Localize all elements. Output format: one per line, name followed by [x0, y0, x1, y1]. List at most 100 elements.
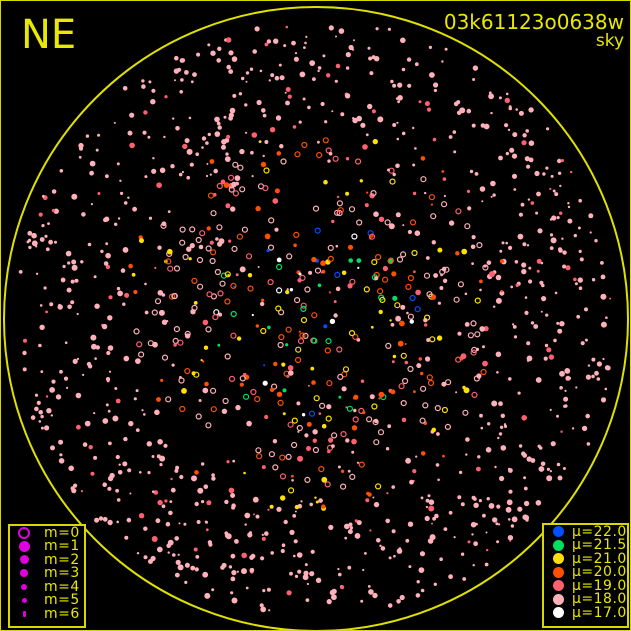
star-marker — [479, 288, 482, 292]
star-marker — [562, 467, 566, 470]
star-marker — [283, 44, 287, 48]
star-marker — [264, 531, 269, 536]
star-marker — [262, 589, 266, 593]
star-marker — [562, 250, 567, 255]
star-marker — [353, 39, 355, 42]
star-marker — [205, 174, 209, 178]
star-marker — [31, 232, 37, 239]
star-marker — [564, 389, 567, 392]
star-marker — [171, 363, 175, 367]
star-marker — [269, 387, 275, 392]
star-marker — [564, 368, 571, 374]
star-marker — [391, 485, 396, 489]
star-marker — [123, 436, 128, 442]
star-marker — [291, 479, 294, 482]
star-marker — [336, 195, 340, 199]
star-marker — [287, 365, 294, 371]
star-marker — [206, 162, 209, 165]
star-marker — [488, 91, 492, 95]
star-marker — [406, 311, 409, 315]
star-marker — [201, 462, 205, 466]
star-marker — [143, 110, 148, 115]
star-marker — [586, 442, 591, 446]
star-marker — [264, 414, 269, 420]
star-marker — [39, 237, 45, 242]
star-marker — [205, 520, 208, 524]
star-marker — [55, 394, 62, 400]
star-marker — [480, 368, 487, 376]
star-marker — [390, 322, 395, 327]
star-marker — [578, 198, 582, 203]
star-marker — [167, 265, 174, 272]
star-marker — [387, 424, 392, 429]
star-marker — [157, 439, 163, 445]
star-marker — [163, 135, 166, 139]
star-marker — [331, 444, 335, 448]
star-marker — [325, 338, 332, 345]
star-marker — [387, 603, 393, 608]
star-marker — [51, 379, 56, 384]
star-marker — [348, 258, 354, 263]
star-marker — [345, 52, 351, 58]
star-marker — [573, 277, 577, 282]
star-marker — [600, 274, 606, 280]
star-marker — [141, 79, 145, 83]
star-marker — [239, 382, 244, 387]
star-marker — [337, 465, 341, 469]
star-marker — [124, 535, 129, 540]
star-marker — [147, 135, 151, 139]
star-marker — [415, 289, 421, 296]
color-swatch-icon — [550, 607, 566, 619]
star-marker — [372, 496, 375, 499]
star-marker — [280, 158, 287, 165]
star-marker — [472, 564, 475, 567]
star-marker — [367, 492, 372, 497]
star-marker — [274, 188, 280, 194]
star-marker — [367, 46, 371, 50]
star-marker — [173, 265, 181, 272]
star-marker — [108, 295, 113, 300]
star-marker — [543, 356, 548, 361]
star-marker — [351, 48, 355, 51]
star-marker — [559, 370, 565, 377]
star-marker — [65, 250, 72, 257]
star-marker — [312, 429, 318, 435]
star-marker — [480, 426, 484, 430]
star-marker — [371, 403, 378, 410]
star-marker — [550, 237, 557, 244]
star-marker — [307, 384, 310, 387]
star-marker — [372, 592, 378, 599]
star-marker — [546, 475, 553, 482]
star-marker — [501, 241, 505, 245]
star-marker — [405, 283, 412, 290]
surface-brightness-label: μ=21.0 — [572, 550, 627, 567]
star-marker — [412, 469, 417, 474]
star-marker — [245, 253, 253, 260]
star-marker — [352, 416, 359, 423]
star-marker — [174, 536, 179, 541]
star-marker — [216, 58, 221, 63]
star-marker — [520, 202, 525, 207]
star-marker — [39, 304, 43, 307]
star-marker — [499, 425, 504, 429]
star-marker — [517, 391, 521, 395]
star-marker — [268, 79, 271, 82]
star-marker — [268, 217, 275, 224]
star-marker — [327, 255, 334, 262]
star-marker — [504, 123, 509, 128]
star-marker — [505, 506, 512, 513]
star-marker — [112, 415, 119, 422]
star-marker — [562, 264, 567, 269]
star-marker — [378, 391, 385, 398]
star-marker — [389, 319, 392, 322]
star-marker — [428, 505, 435, 512]
star-marker — [167, 210, 171, 214]
star-marker — [441, 406, 448, 414]
star-marker — [190, 80, 194, 84]
star-marker — [521, 451, 526, 457]
star-marker — [118, 463, 121, 466]
star-marker — [412, 126, 415, 130]
star-marker — [514, 260, 519, 264]
star-marker — [308, 410, 316, 417]
star-marker — [216, 224, 223, 231]
